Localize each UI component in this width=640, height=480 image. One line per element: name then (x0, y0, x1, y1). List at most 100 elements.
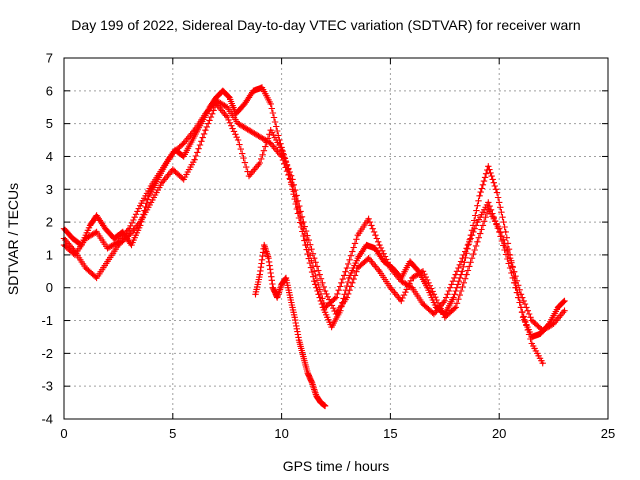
data-point (247, 174, 251, 178)
data-point (289, 296, 292, 299)
data-point (182, 155, 185, 158)
data-point (252, 89, 255, 93)
data-point (519, 306, 523, 309)
y-tick-label: 3 (46, 182, 53, 197)
data-point (323, 404, 327, 408)
data-point (530, 319, 534, 322)
data-point (138, 204, 142, 207)
data-point (378, 243, 381, 247)
data-point (297, 339, 301, 342)
data-point (193, 158, 196, 161)
data-point (258, 161, 262, 165)
data-point (306, 371, 309, 375)
data-point (330, 325, 333, 329)
y-tick-label: 2 (46, 215, 53, 230)
data-point (193, 129, 196, 132)
data-point (204, 112, 207, 115)
data-point (291, 184, 294, 188)
data-point (400, 299, 403, 303)
data-point (228, 96, 231, 99)
data-point (278, 138, 281, 142)
data-series-track-a (60, 84, 568, 341)
data-point (487, 165, 490, 168)
data-point (382, 260, 386, 263)
data-point (519, 293, 523, 296)
data-point (410, 276, 414, 280)
y-tick-label: -1 (41, 313, 53, 328)
data-point (465, 247, 468, 250)
x-tick-label: 10 (274, 426, 288, 441)
data-point (95, 230, 98, 234)
data-point (73, 253, 77, 257)
data-point (367, 256, 370, 260)
data-point (147, 194, 151, 198)
data-point (421, 302, 425, 306)
data-point (389, 266, 392, 270)
data-point (310, 381, 314, 385)
data-point (182, 178, 185, 181)
data-point (541, 329, 544, 332)
data-point (254, 293, 257, 296)
data-point (454, 273, 457, 276)
x-tick-label: 25 (601, 426, 615, 441)
data-point (138, 220, 142, 224)
data-point (323, 306, 327, 309)
data-point (128, 227, 131, 230)
data-point (280, 283, 283, 286)
data-point (432, 312, 436, 316)
x-axis-label: GPS time / hours (283, 458, 390, 474)
data-point (302, 355, 305, 358)
data-point (112, 237, 116, 240)
y-tick-label: -4 (41, 412, 53, 427)
data-point (117, 243, 120, 247)
data-point (302, 220, 305, 224)
data-point (280, 155, 283, 158)
y-tick-label: 6 (46, 83, 53, 98)
data-point (302, 227, 305, 230)
data-point (236, 122, 240, 125)
data-point (443, 316, 446, 319)
data-series-track-d (252, 241, 329, 410)
data-point (226, 115, 229, 119)
data-point (347, 276, 351, 280)
x-tick-label: 5 (169, 426, 176, 441)
data-point (258, 135, 262, 138)
data-point (504, 230, 507, 234)
data-point (323, 289, 327, 293)
data-point (356, 256, 359, 260)
data-point (498, 230, 501, 234)
data-point (130, 243, 133, 247)
axis-ticks: 0 5 10 15 20 25 -4 -3 -2 -1 0 1 2 3 4 5 6 7 (41, 51, 615, 442)
data-point (269, 142, 272, 145)
data-point (313, 256, 316, 260)
data-point (345, 296, 349, 299)
data-point (563, 299, 566, 303)
data-point (271, 286, 275, 289)
x-tick-label: 15 (383, 426, 397, 441)
y-tick-label: 5 (46, 116, 53, 131)
data-point (400, 279, 403, 283)
data-point (117, 240, 120, 243)
data-point (262, 243, 266, 247)
data-point (269, 102, 272, 106)
data-point (269, 129, 272, 132)
data-point (95, 214, 98, 217)
y-tick-label: -3 (41, 379, 53, 394)
data-point (284, 276, 288, 280)
data-point (260, 86, 264, 89)
data-point (258, 273, 262, 276)
data-point (95, 276, 98, 280)
y-tick-label: 4 (46, 149, 53, 164)
x-tick-label: 20 (492, 426, 506, 441)
data-point (247, 129, 251, 132)
data-point (508, 266, 512, 270)
data-point (389, 286, 392, 289)
data-point (191, 138, 194, 142)
data-point (365, 243, 368, 247)
data-point (408, 260, 412, 263)
x-tick-label: 0 (60, 426, 67, 441)
data-point (104, 227, 107, 230)
data-point (149, 184, 153, 188)
data-point (160, 181, 164, 184)
data-point (487, 201, 490, 204)
